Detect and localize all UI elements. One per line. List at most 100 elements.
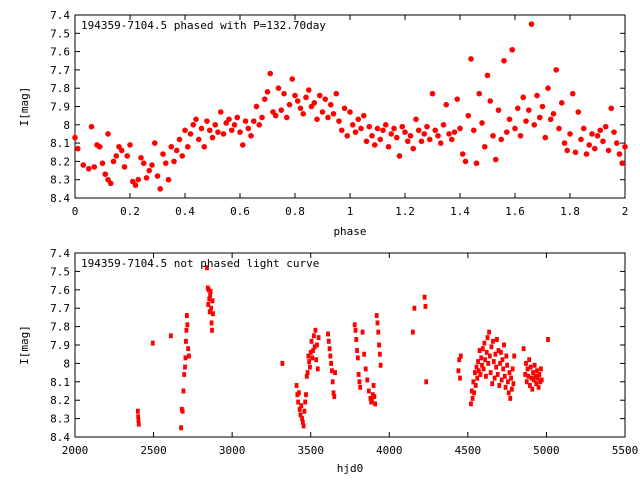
raw-chart-title: 194359-7104.5 not phased light curve xyxy=(81,257,319,270)
data-point xyxy=(302,408,307,414)
data-point xyxy=(489,344,494,350)
data-point xyxy=(402,129,408,135)
raw-x-tick-label: 4000 xyxy=(376,444,403,457)
data-point xyxy=(304,373,309,379)
raw-y-tick-label: 8 xyxy=(63,357,70,370)
data-point xyxy=(377,342,381,348)
data-point xyxy=(499,377,504,383)
data-point xyxy=(333,90,340,97)
data-point xyxy=(600,138,606,145)
data-point xyxy=(396,153,403,159)
data-point xyxy=(376,329,381,335)
data-point xyxy=(127,142,133,148)
data-point xyxy=(613,140,620,146)
data-point xyxy=(572,149,579,156)
data-point xyxy=(309,338,314,344)
data-point xyxy=(327,346,332,352)
data-point xyxy=(498,136,505,143)
data-point xyxy=(280,360,285,366)
data-point xyxy=(333,370,337,376)
data-point xyxy=(512,353,517,359)
raw-x-tick-label: 2500 xyxy=(140,444,167,457)
data-point xyxy=(504,353,509,359)
data-point xyxy=(480,346,485,352)
data-point xyxy=(311,348,315,353)
data-point xyxy=(305,370,310,376)
data-point xyxy=(440,122,447,128)
data-point xyxy=(509,386,514,392)
data-point xyxy=(294,98,301,104)
data-point xyxy=(497,383,502,388)
data-point xyxy=(502,342,506,348)
data-point xyxy=(294,383,299,388)
data-point xyxy=(478,371,483,377)
data-point xyxy=(410,329,415,335)
data-point xyxy=(157,186,164,192)
data-point xyxy=(567,131,573,137)
data-point xyxy=(479,120,485,126)
data-point xyxy=(371,142,378,148)
data-point xyxy=(378,362,383,368)
data-point xyxy=(299,403,304,409)
data-point xyxy=(520,94,527,101)
data-point xyxy=(536,384,541,390)
phased-x-tick-label: 0.8 xyxy=(285,205,305,218)
data-point xyxy=(375,320,380,326)
data-point xyxy=(206,127,213,134)
data-point xyxy=(173,147,180,154)
data-point xyxy=(528,21,535,27)
data-point xyxy=(487,329,491,335)
data-point xyxy=(369,132,375,139)
data-point xyxy=(469,388,474,394)
data-point xyxy=(149,162,155,168)
data-point xyxy=(502,373,507,379)
phased-y-tick-label: 8.2 xyxy=(50,155,70,168)
data-point xyxy=(151,140,158,146)
raw-y-axis-label: I[mag] xyxy=(18,325,31,365)
data-point xyxy=(168,143,175,150)
data-point xyxy=(491,359,496,365)
data-point xyxy=(190,122,197,128)
data-point xyxy=(477,348,482,353)
phased-x-tick-label: 1 xyxy=(347,205,354,218)
raw-x-tick-label: 3500 xyxy=(297,444,324,457)
data-point xyxy=(195,136,202,143)
data-point xyxy=(365,377,370,383)
data-point xyxy=(616,151,623,157)
data-point xyxy=(206,302,211,307)
data-point xyxy=(332,394,337,399)
data-point xyxy=(474,364,479,370)
raw-y-tick-label: 8.2 xyxy=(50,394,70,407)
data-point xyxy=(490,381,495,387)
data-point xyxy=(326,331,330,337)
data-point xyxy=(135,176,142,183)
data-point xyxy=(286,101,293,108)
data-point xyxy=(150,340,155,346)
phased-y-tick-label: 7.7 xyxy=(50,64,70,77)
data-point xyxy=(550,111,557,117)
phased-chart-title: 194359-7104.5 phased with P=132.70day xyxy=(81,19,326,32)
data-point xyxy=(495,107,502,113)
data-point xyxy=(457,357,462,363)
raw-x-tick-label: 4500 xyxy=(455,444,482,457)
data-point xyxy=(182,127,188,134)
data-point xyxy=(371,383,376,388)
data-point xyxy=(354,337,359,342)
data-point xyxy=(207,296,212,302)
data-point xyxy=(118,147,125,154)
data-point xyxy=(575,109,582,115)
raw-y-tick-label: 8.1 xyxy=(50,376,70,389)
raw-y-tick-label: 7.4 xyxy=(50,247,70,260)
data-point xyxy=(278,107,285,113)
data-point xyxy=(261,96,268,102)
data-point xyxy=(187,353,191,359)
data-point xyxy=(303,94,309,101)
data-point xyxy=(391,125,397,132)
data-point xyxy=(539,366,543,372)
data-point xyxy=(179,425,183,431)
phased-y-tick-label: 8 xyxy=(63,119,70,132)
data-point xyxy=(344,132,351,139)
data-point xyxy=(506,379,510,385)
data-point xyxy=(311,100,318,106)
data-point xyxy=(256,122,263,128)
